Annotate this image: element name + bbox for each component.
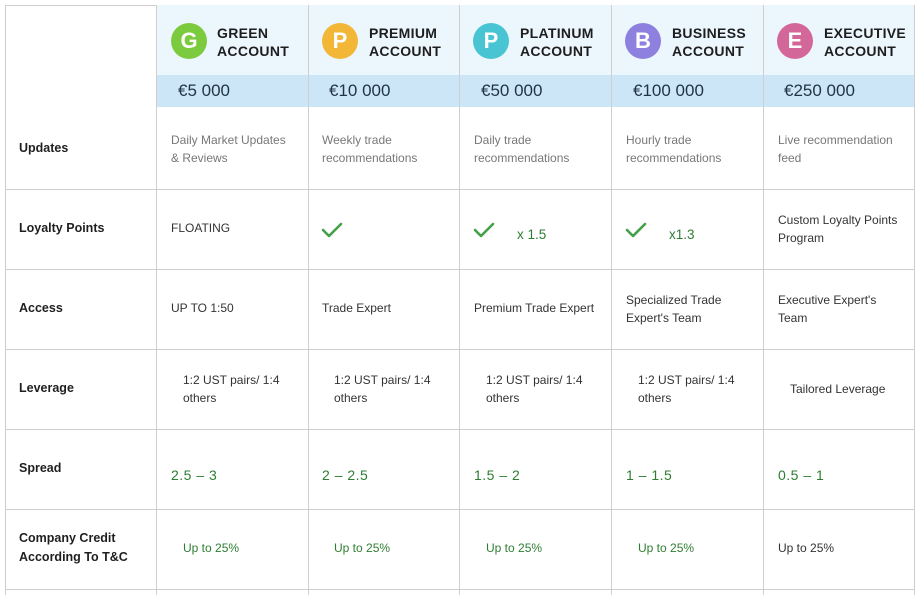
spread-executive: 0.5 – 1 [778,467,825,483]
leverage-business: 1:2 UST pairs/ 1:4 others [638,373,735,405]
premium-loyalty-check-icon [321,222,343,238]
loyalty-executive: Custom Loyalty Points Program [778,213,898,245]
updates-executive: Live recommendation feed [778,133,893,165]
leverage-premium: 1:2 UST pairs/ 1:4 others [334,373,431,405]
business-account-price: €100 000 [633,81,704,100]
platinum-account-badge: P [473,23,509,59]
leverage-platinum: 1:2 UST pairs/ 1:4 others [486,373,583,405]
premium-account-title: PREMIUM ACCOUNT [369,25,442,59]
spread-business: 1 – 1.5 [626,467,673,483]
credit-premium: Up to 25% [334,541,391,555]
credit-green: Up to 25% [183,541,240,555]
premium-account-price: €10 000 [329,81,391,100]
green-account-title: GREEN ACCOUNT [217,25,290,59]
updates-platinum: Daily trade recommendations [474,133,570,165]
access-platinum: Premium Trade Expert [474,301,595,315]
platinum-account-title: PLATINUM ACCOUNT [520,25,594,59]
leverage-green: 1:2 UST pairs/ 1:4 others [183,373,280,405]
executive-account-title: EXECUTIVE ACCOUNT [824,25,907,59]
access-business: Specialized Trade Expert's Team [626,293,722,325]
row-label-company-credit: Company Credit According To T&C [19,531,128,564]
updates-premium: Weekly trade recommendations [322,133,418,165]
updates-business: Hourly trade recommendations [626,133,722,165]
green-account-badge: G [171,23,207,59]
row-label-updates: Updates [19,141,69,155]
loyalty-green: FLOATING [171,221,231,235]
leverage-executive: Tailored Leverage [790,382,886,396]
row-label-leverage: Leverage [19,381,74,395]
updates-green: Daily Market Updates & Reviews [171,133,286,165]
green-account-price: €5 000 [178,81,230,100]
row-label-access: Access [19,301,63,315]
row-label-spread: Spread [19,461,62,475]
platinum-loyalty-multiplier: x 1.5 [517,227,547,242]
account-comparison-table: G GREEN ACCOUNT €5 000 P PREMIUM ACCOUNT €… [5,5,915,605]
access-executive: Executive Expert's Team [778,293,877,325]
premium-account-badge: P [322,23,358,59]
business-loyalty-multiplier: x1.3 [669,227,695,242]
access-premium: Trade Expert [322,301,391,315]
executive-account-price: €250 000 [784,81,855,100]
executive-account-badge: E [777,23,813,59]
access-green: UP TO 1:50 [171,301,234,315]
credit-platinum: Up to 25% [486,541,543,555]
platinum-loyalty-check-icon [473,222,495,238]
business-account-title: BUSINESS ACCOUNT [672,25,746,59]
spread-green: 2.5 – 3 [171,467,218,483]
credit-executive: Up to 25% [778,541,835,555]
business-loyalty-check-icon [625,222,647,238]
credit-business: Up to 25% [638,541,695,555]
platinum-account-price: €50 000 [481,81,543,100]
spread-premium: 2 – 2.5 [322,467,369,483]
business-account-badge: B [625,23,661,59]
price-band [156,75,915,107]
row-label-loyalty-points: Loyalty Points [19,221,105,235]
spread-platinum: 1.5 – 2 [474,467,521,483]
